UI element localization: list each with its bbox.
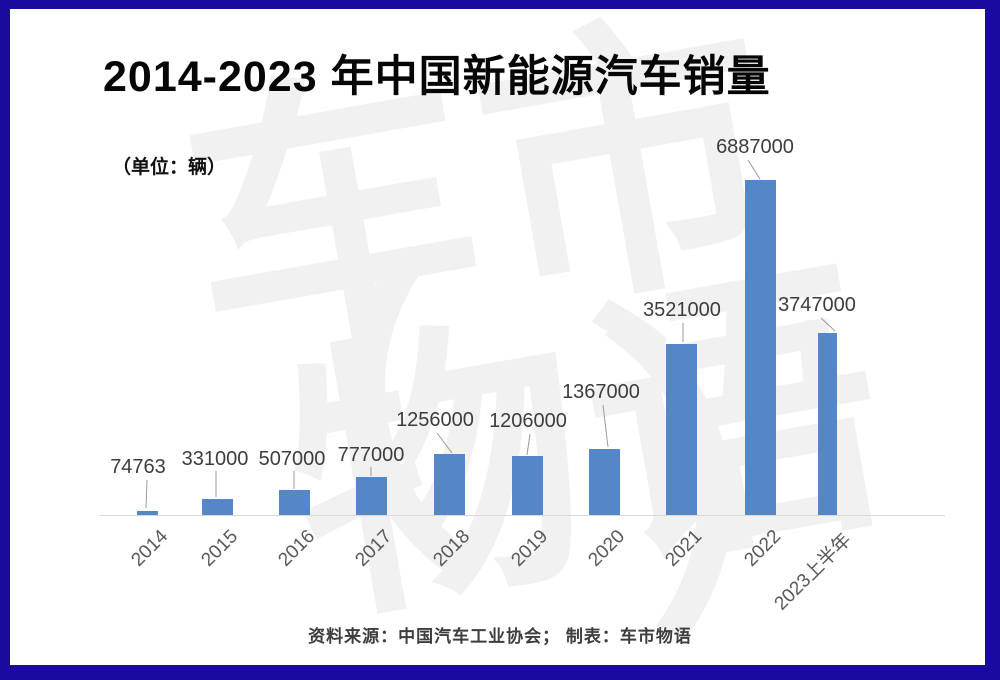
bar-2021 [665, 344, 697, 515]
bar-2022 [744, 180, 776, 515]
x-axis-line [100, 515, 945, 516]
x-tick-2017: 2017 [351, 526, 396, 571]
x-tick-2016: 2016 [274, 526, 319, 571]
data-label-2020: 1367000 [562, 381, 640, 403]
data-label-2016: 507000 [258, 448, 326, 470]
bar-2018 [433, 454, 465, 515]
data-label-2018: 1256000 [396, 409, 474, 431]
data-label-2019: 1206000 [489, 410, 567, 432]
x-tick-2019: 2019 [507, 526, 552, 571]
bar-2017 [355, 477, 387, 515]
bar-2019 [511, 456, 543, 515]
source-note: 资料来源：中国汽车工业协会； 制表：车市物语 [308, 627, 692, 646]
leader-line-2022 [747, 159, 761, 180]
x-tick-2020: 2020 [584, 526, 629, 571]
leader-line-2018 [436, 432, 453, 454]
bar-2020 [588, 449, 620, 515]
bar-2015 [201, 499, 233, 515]
leader-line-2023上半年 [820, 317, 836, 332]
chart-title: 2014-2023 年中国新能源汽车销量 [103, 53, 771, 101]
bar-2014 [136, 511, 158, 515]
x-tick-2014: 2014 [127, 526, 172, 571]
leader-line-2020 [602, 404, 609, 448]
leader-line-2019 [526, 433, 531, 456]
x-tick-2015: 2015 [197, 526, 242, 571]
unit-label: （单位：辆） [112, 157, 227, 178]
x-tick-2022: 2022 [740, 526, 785, 571]
data-label-2015: 331000 [181, 448, 249, 470]
data-label-2021: 3521000 [643, 299, 721, 321]
leader-line-2014 [145, 479, 148, 509]
bar-2023上半年 [817, 333, 837, 515]
data-label-2022: 6887000 [716, 136, 794, 158]
data-label-2014: 74763 [110, 456, 166, 478]
data-label-2017: 777000 [337, 444, 405, 466]
data-label-2023上半年: 3747000 [778, 294, 856, 316]
bar-2016 [278, 490, 310, 515]
x-tick-2018: 2018 [429, 526, 474, 571]
x-tick-2021: 2021 [661, 526, 706, 571]
